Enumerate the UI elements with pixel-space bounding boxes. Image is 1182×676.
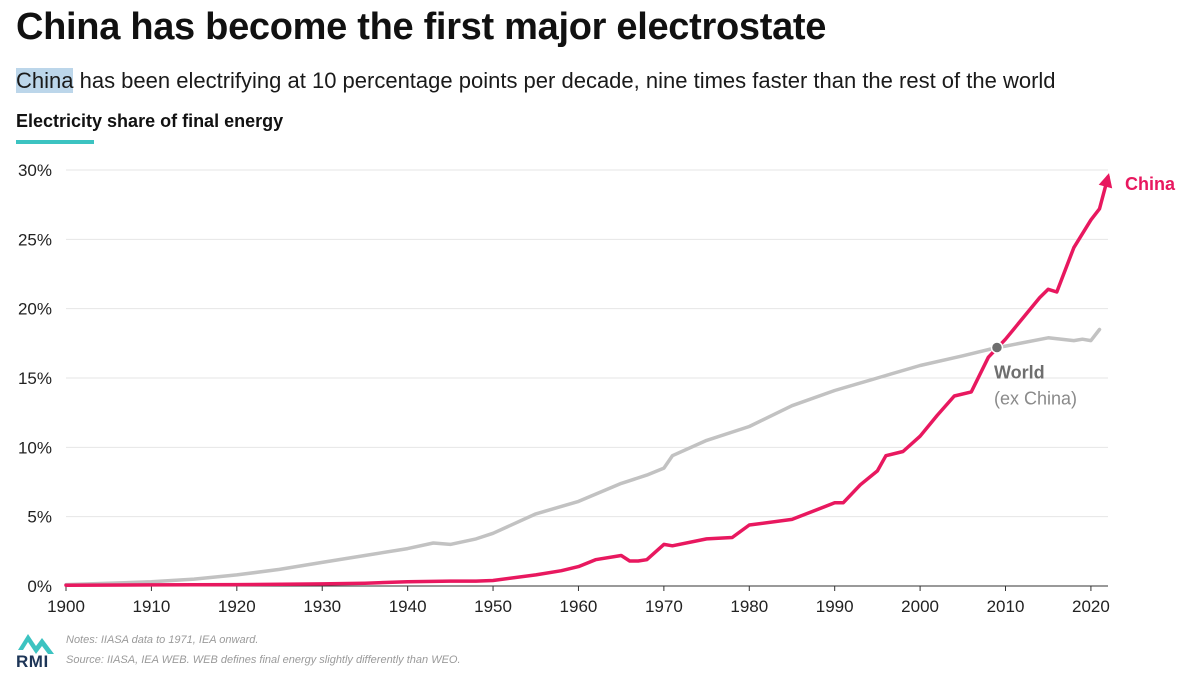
- subtitle-text: has been electrifying at 10 percentage p…: [73, 68, 1056, 93]
- x-tick-label: 1960: [560, 597, 598, 616]
- x-tick-label: 2020: [1072, 597, 1110, 616]
- china-arrowhead-icon: [1098, 173, 1113, 189]
- chart-source: Source: IIASA, IEA WEB. WEB defines fina…: [66, 654, 461, 666]
- chart-label-underline: [16, 140, 94, 144]
- y-tick-label: 0%: [27, 577, 52, 596]
- rmi-logo-text: RMI: [16, 652, 49, 671]
- series-lines: [64, 173, 1113, 588]
- y-tick-label: 30%: [18, 161, 52, 180]
- x-tick-label: 1970: [645, 597, 683, 616]
- x-tick-label: 1930: [303, 597, 341, 616]
- x-tick-label: 1900: [47, 597, 85, 616]
- world-series-line: [64, 327, 1102, 587]
- x-tick-label: 1980: [730, 597, 768, 616]
- world-marker-point: [990, 341, 1004, 354]
- chart-subtitle: China has been electrifying at 10 percen…: [16, 68, 1056, 94]
- series-labels: China World (ex China): [994, 174, 1176, 409]
- y-tick-label: 5%: [27, 508, 52, 527]
- chart-label: Electricity share of final energy: [16, 111, 284, 131]
- china-series-label: China: [1125, 174, 1176, 194]
- x-tick-label: 1910: [132, 597, 170, 616]
- china-series-line: [64, 175, 1110, 588]
- world-series-label: World: [994, 362, 1045, 382]
- x-tick-label: 2010: [987, 597, 1025, 616]
- grid-lines: [66, 169, 1108, 518]
- x-tick-label: 1990: [816, 597, 854, 616]
- y-axis-ticks: 0% 5% 10% 15% 20% 25% 30%: [18, 161, 52, 596]
- y-tick-label: 20%: [18, 300, 52, 319]
- y-tick-label: 15%: [18, 369, 52, 388]
- rmi-logo-icon: [18, 634, 54, 654]
- x-tick-label: 1940: [389, 597, 427, 616]
- x-tick-label: 2000: [901, 597, 939, 616]
- chart-title: China has become the first major electro…: [16, 6, 827, 48]
- x-axis-ticks: 1900 1910 1920 1930 1940 1950 1960 1970 1980 1990…: [47, 586, 1110, 616]
- subtitle-highlight: China: [16, 68, 74, 93]
- chart-notes: Notes: IIASA data to 1971, IEA onward.: [66, 634, 259, 646]
- x-tick-label: 1920: [218, 597, 256, 616]
- world-series-sublabel: (ex China): [994, 388, 1077, 408]
- y-tick-label: 10%: [18, 438, 52, 457]
- x-tick-label: 1950: [474, 597, 512, 616]
- y-tick-label: 25%: [18, 230, 52, 249]
